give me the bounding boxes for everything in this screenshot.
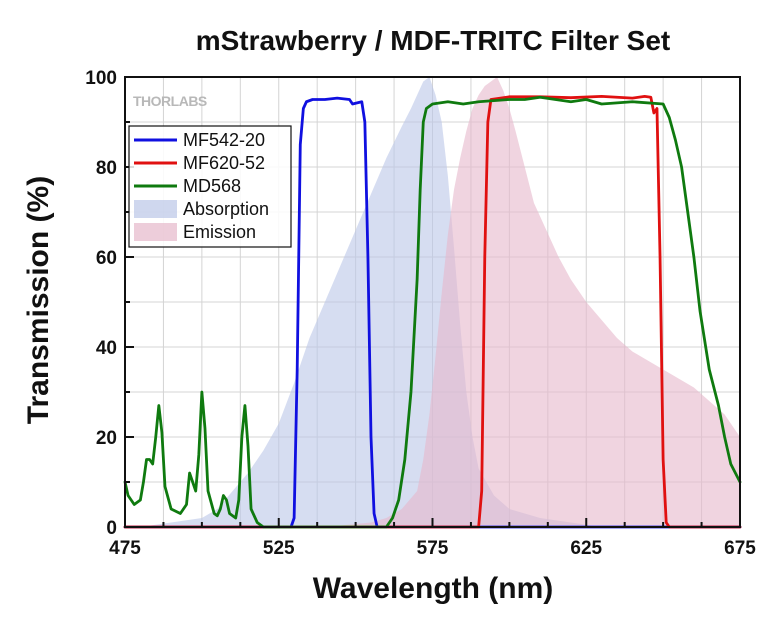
line-md568 xyxy=(123,95,742,529)
y-tick-label: 40 xyxy=(96,338,117,359)
y-tick-label: 80 xyxy=(96,158,117,179)
legend-label-mf620-52: MF620-52 xyxy=(183,153,265,173)
area-emission xyxy=(125,77,740,527)
thorlabs-watermark: THORLABS xyxy=(133,93,207,109)
x-axis-label: Wavelength (nm) xyxy=(313,572,554,605)
y-tick-label: 100 xyxy=(85,68,117,89)
legend-label-mf542-20: MF542-20 xyxy=(183,130,265,150)
y-tick-label: 20 xyxy=(96,428,117,449)
area-absorption xyxy=(125,77,740,527)
legend-swatch-absorption xyxy=(134,200,177,218)
x-tick-label: 575 xyxy=(417,538,449,559)
legend-label-md568: MD568 xyxy=(183,176,241,196)
y-tick-label: 60 xyxy=(96,248,117,269)
x-tick-label: 475 xyxy=(109,538,141,559)
x-tick-label: 625 xyxy=(570,538,602,559)
line-mf542-20 xyxy=(123,96,742,529)
y-tick-label: 0 xyxy=(106,518,117,539)
plot-area: THORLABS 475 525 575 625 675 0 20 40 60 80 100 MF542… xyxy=(85,68,756,559)
x-tick-label: 525 xyxy=(263,538,295,559)
legend-label-emission: Emission xyxy=(183,222,256,242)
line-mf620-52 xyxy=(123,94,742,529)
x-tick-label: 675 xyxy=(724,538,756,559)
legend-swatch-emission xyxy=(134,223,177,241)
chart-title: mStrawberry / MDF-TRITC Filter Set xyxy=(196,25,671,56)
legend-label-absorption: Absorption xyxy=(183,199,269,219)
y-axis-label: Transmission (%) xyxy=(22,176,55,424)
